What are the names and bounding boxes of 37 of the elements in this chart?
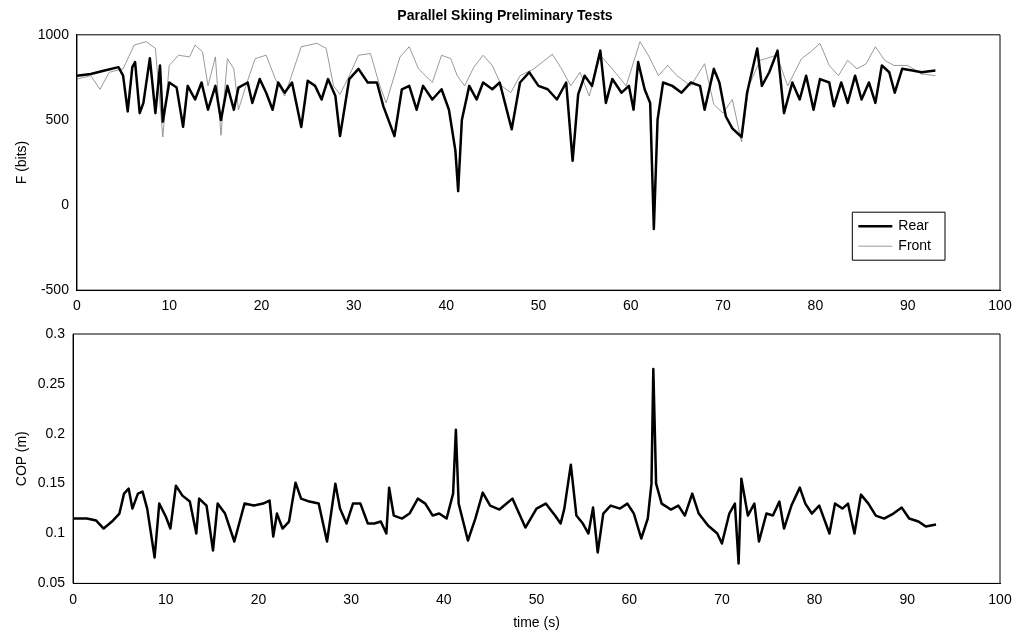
y-tick-label: 1000 (37, 25, 70, 42)
x-tick-label: 10 (161, 297, 178, 314)
y-tick-label: -500 (40, 281, 70, 298)
x-tick-label: 20 (250, 590, 267, 607)
chart-title: Parallel Skiing Preliminary Tests (397, 7, 613, 24)
y-tick-label: 0.25 (37, 374, 66, 391)
x-tick-label: 100 (988, 590, 1012, 607)
x-tick-label: 70 (714, 590, 730, 607)
x-tick-label: 30 (346, 297, 362, 314)
x-tick-label: 60 (622, 297, 639, 314)
y-tick-label: 0.15 (37, 474, 66, 491)
x-tick-label: 70 (715, 297, 732, 314)
y-tick-label: 0.1 (45, 524, 66, 541)
x-tick-label: 30 (343, 590, 360, 607)
y-tick-label: 0.3 (45, 324, 66, 341)
x-tick-label: 10 (157, 590, 174, 607)
legend-label: Front (898, 237, 932, 254)
x-tick-label: 60 (621, 590, 638, 607)
x-tick-label: 100 (988, 297, 1012, 314)
legend-label: Rear (898, 217, 930, 234)
y-axis-title: COP (m) (13, 431, 30, 487)
y-tick-label: 0.2 (45, 424, 66, 441)
x-tick-label: 50 (528, 590, 545, 607)
x-tick-label: 0 (73, 297, 82, 314)
y-axis-title: F (bits) (13, 140, 30, 185)
x-tick-label: 80 (807, 297, 824, 314)
x-tick-label: 90 (899, 297, 916, 314)
x-tick-label: 40 (436, 590, 452, 607)
x-tick-label: 90 (899, 590, 916, 607)
y-tick-label: 500 (45, 110, 70, 127)
y-tick-label: 0.05 (37, 574, 66, 591)
x-axis-title: time (s) (513, 614, 560, 631)
x-tick-label: 40 (438, 297, 455, 314)
x-tick-label: 50 (530, 297, 547, 314)
y-tick-label: 0 (61, 195, 70, 212)
x-tick-label: 20 (253, 297, 270, 314)
x-tick-label: 80 (806, 590, 823, 607)
